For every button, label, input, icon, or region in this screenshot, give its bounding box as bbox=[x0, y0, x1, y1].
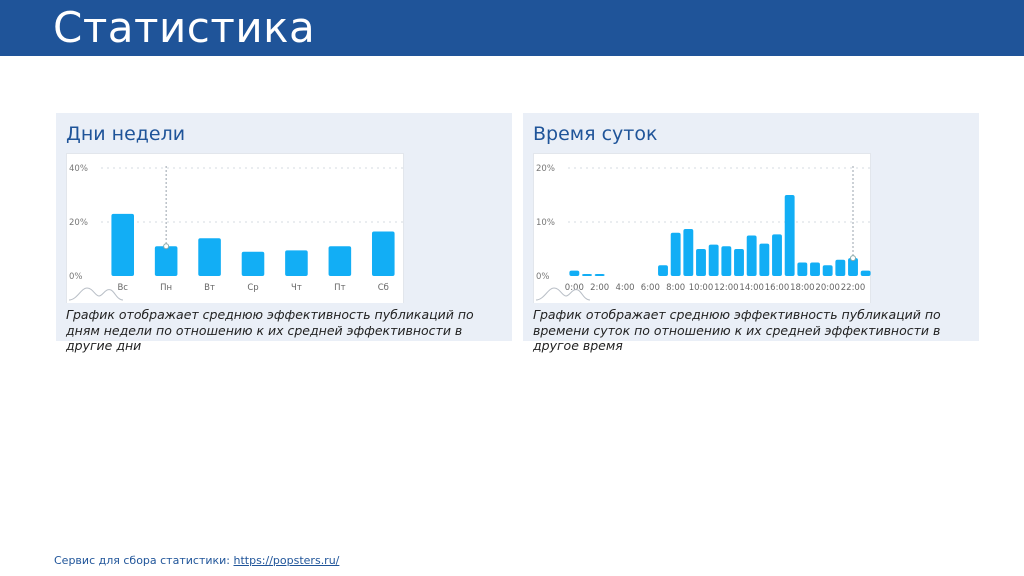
x-tick-label: 0:00 bbox=[565, 283, 584, 293]
x-tick-label: Вт bbox=[204, 283, 215, 293]
bar bbox=[759, 243, 770, 276]
bar bbox=[746, 235, 757, 276]
x-tick-label: Чт bbox=[291, 283, 302, 293]
bar bbox=[848, 258, 858, 276]
x-tick-label: Пт bbox=[334, 283, 345, 293]
x-tick-label: 14:00 bbox=[739, 283, 764, 293]
minimap-wave bbox=[535, 287, 591, 301]
bar bbox=[198, 238, 221, 276]
x-tick-label: Сб bbox=[378, 283, 389, 293]
bar bbox=[241, 251, 265, 276]
hover-point bbox=[163, 243, 170, 250]
bar bbox=[594, 274, 605, 276]
bar bbox=[658, 265, 668, 276]
x-tick-label: 12:00 bbox=[714, 283, 739, 293]
page-title: Статистика bbox=[53, 3, 316, 52]
y-tick-label: 20% bbox=[536, 164, 555, 174]
x-tick-label: Пн bbox=[160, 283, 172, 293]
x-tick-label: Вс bbox=[117, 283, 128, 293]
x-tick-label: 16:00 bbox=[765, 283, 790, 293]
header-bar: Статистика bbox=[0, 0, 1024, 56]
bar bbox=[670, 232, 681, 276]
weekday-chart-svg: 0% 20% 40% Вс Пн Вт Ср Чт Пт Сб bbox=[68, 164, 405, 301]
footer-link[interactable]: https://popsters.ru/ bbox=[233, 554, 340, 567]
minimap-wave bbox=[68, 287, 124, 301]
x-tick-label: Ср bbox=[247, 283, 258, 293]
weekday-caption: График отображает среднюю эффективность … bbox=[66, 307, 474, 353]
daytime-panel-title: Время суток bbox=[533, 123, 658, 145]
x-tick-label: 22:00 bbox=[841, 283, 866, 293]
footer: Сервис для сбора статистики: https://pop… bbox=[54, 554, 339, 567]
y-tick-label: 0% bbox=[69, 272, 83, 282]
bar bbox=[708, 244, 719, 276]
bar bbox=[111, 213, 135, 276]
bar bbox=[371, 231, 395, 276]
weekday-panel-title: Дни недели bbox=[66, 123, 186, 145]
footer-label: Сервис для сбора статистики: bbox=[54, 554, 230, 567]
x-tick-label: 18:00 bbox=[790, 283, 815, 293]
bar bbox=[784, 195, 795, 276]
bar bbox=[569, 270, 580, 276]
x-tick-label: 10:00 bbox=[689, 283, 714, 293]
daytime-panel: Время суток 0% 10% 20% 0:00 2:00 4:00 6:00 8:00… bbox=[523, 113, 979, 353]
y-tick-label: 40% bbox=[69, 164, 88, 174]
bar bbox=[772, 234, 782, 276]
bar bbox=[835, 259, 846, 276]
bar bbox=[696, 249, 706, 276]
bar bbox=[285, 250, 308, 276]
daytime-chart: 0% 10% 20% 0:00 2:00 4:00 6:00 8:00 10:00 12:00 14… bbox=[533, 153, 872, 303]
x-tick-label: 20:00 bbox=[815, 283, 840, 293]
x-tick-label: 6:00 bbox=[641, 283, 660, 293]
bar bbox=[860, 270, 871, 276]
y-tick-label: 0% bbox=[536, 272, 550, 282]
bar bbox=[328, 246, 352, 276]
y-tick-label: 20% bbox=[69, 218, 88, 228]
weekday-panel: Дни недели 0% 20% 40% Вс Пн Вт Ср Чт Пт Сб График… bbox=[56, 113, 512, 353]
bar bbox=[683, 229, 694, 276]
bar bbox=[154, 246, 178, 276]
bar bbox=[797, 262, 808, 276]
y-tick-label: 10% bbox=[536, 218, 555, 228]
daytime-caption: График отображает среднюю эффективность … bbox=[533, 307, 941, 353]
hover-point bbox=[850, 255, 856, 262]
daytime-chart-svg: 0% 10% 20% 0:00 2:00 4:00 6:00 8:00 10:00 12:00 14… bbox=[535, 164, 872, 301]
bar bbox=[734, 249, 744, 276]
bar bbox=[822, 265, 833, 276]
bar bbox=[582, 274, 592, 276]
weekday-chart: 0% 20% 40% Вс Пн Вт Ср Чт Пт Сб bbox=[66, 153, 405, 303]
x-tick-label: 4:00 bbox=[615, 283, 634, 293]
bar bbox=[721, 246, 732, 276]
x-tick-label: 2:00 bbox=[590, 283, 609, 293]
x-tick-label: 8:00 bbox=[666, 283, 685, 293]
bar bbox=[810, 262, 820, 276]
